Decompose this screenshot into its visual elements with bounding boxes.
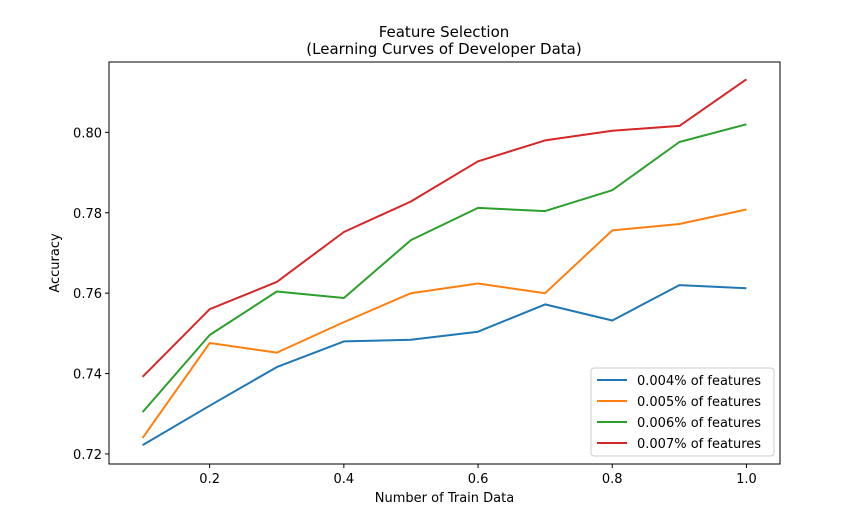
x-axis-label: Number of Train Data	[375, 491, 514, 506]
x-tick-label: 0.6	[468, 472, 489, 487]
y-tick-label: 0.80	[73, 126, 102, 141]
y-tick-label: 0.74	[73, 368, 102, 383]
series-line-4	[141, 78, 747, 378]
chart-title: Feature Selection	[379, 23, 510, 41]
legend-label-3: 0.006% of features	[637, 416, 761, 431]
x-tick-label: 0.8	[602, 472, 623, 487]
legend-box	[590, 367, 775, 457]
y-tick-label: 0.72	[73, 448, 102, 463]
x-tick-label: 1.0	[736, 472, 757, 487]
series-line-2	[141, 208, 747, 439]
x-tick-label: 0.4	[334, 472, 355, 487]
series-layer	[141, 78, 747, 446]
legend: 0.004% of features 0.005% of features 0.00…	[590, 367, 775, 457]
ticks-layer: 0.2 0.4 0.6 0.8 1.0 0.72 0.74 0.76 0.78 0.80	[73, 126, 757, 487]
legend-label-2: 0.005% of features	[637, 395, 761, 410]
y-axis-label: Accuracy	[48, 233, 63, 293]
series-line-3	[141, 123, 747, 413]
y-tick-label: 0.78	[73, 207, 102, 222]
series-line-1	[142, 284, 747, 446]
legend-label-4: 0.007% of features	[637, 437, 761, 452]
legend-label-1: 0.004% of features	[637, 374, 761, 389]
chart-subtitle: (Learning Curves of Developer Data)	[306, 40, 581, 58]
x-tick-label: 0.2	[199, 472, 220, 487]
plot-frame	[108, 61, 781, 465]
y-tick-label: 0.76	[73, 287, 102, 302]
